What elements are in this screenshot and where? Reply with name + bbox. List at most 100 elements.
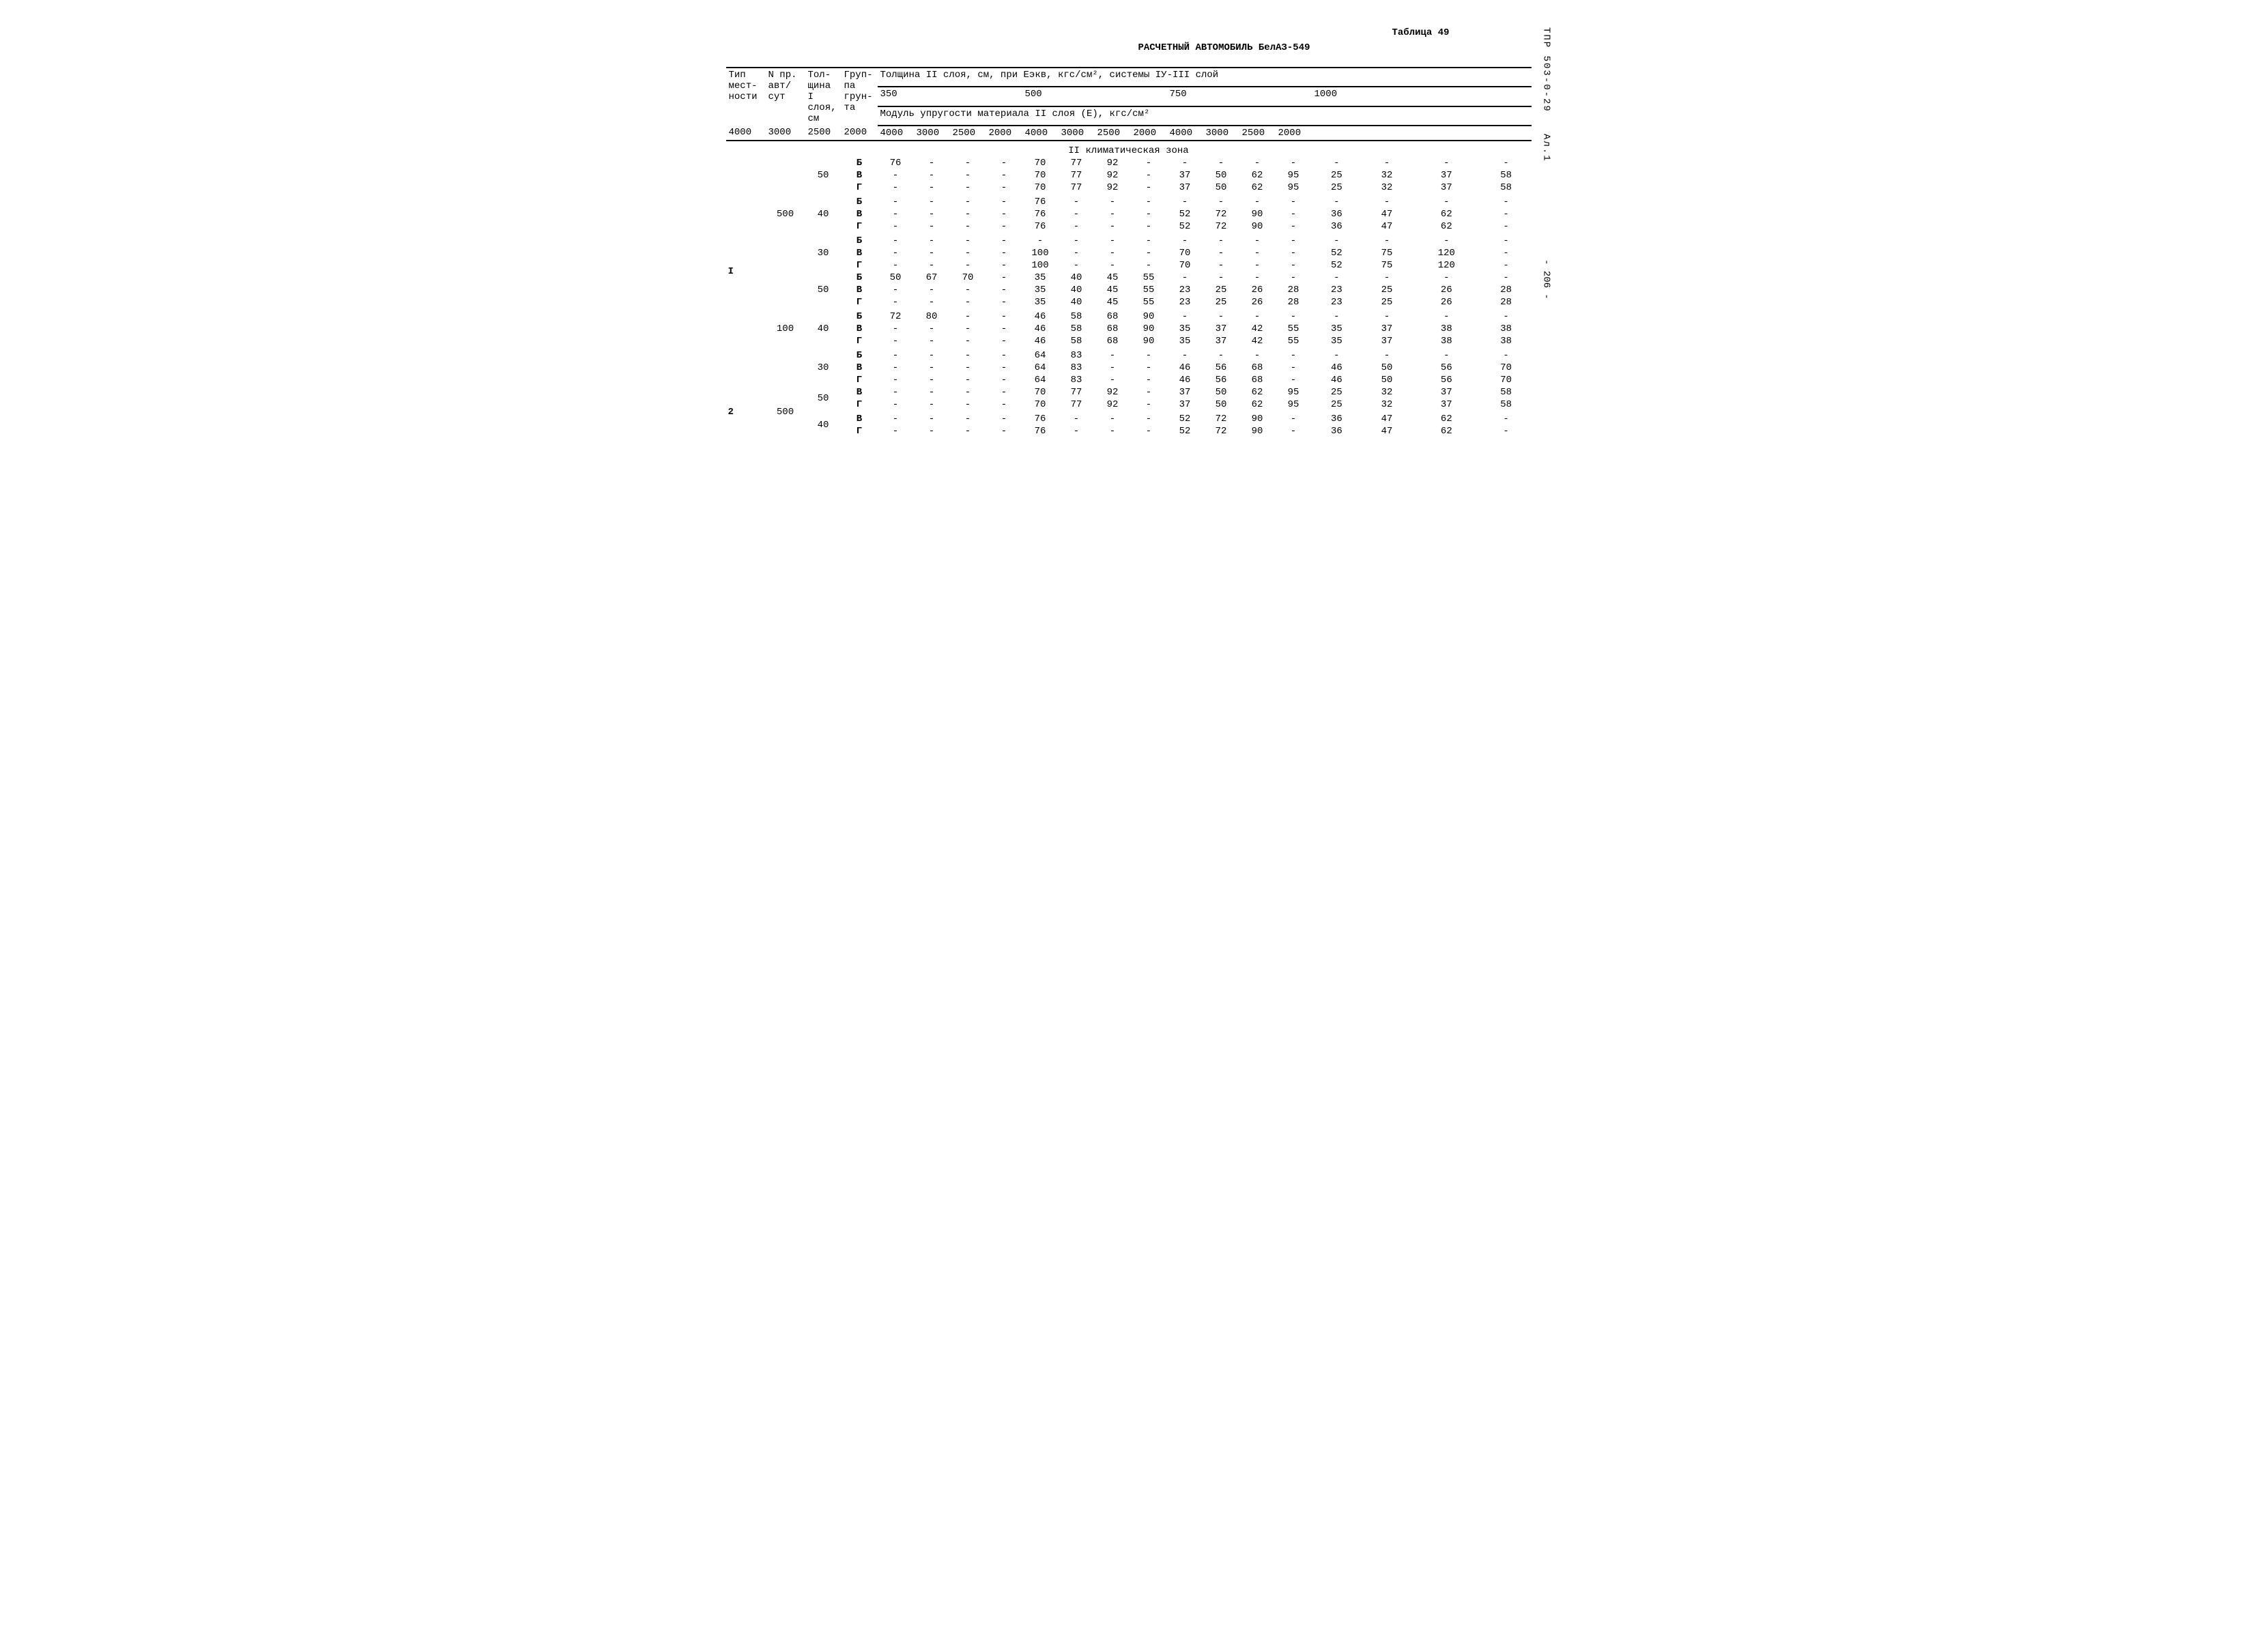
cell-value: 100	[1022, 247, 1059, 259]
cell-value: 55	[1276, 323, 1312, 335]
main-title: РАСЧЕТНЫЙ АВТОМОБИЛЬ БелАЗ-549	[917, 42, 1532, 53]
cell-value: 62	[1412, 411, 1481, 425]
cell-value: -	[1481, 272, 1532, 284]
table-row: Г----100---70---5275120-	[726, 259, 1532, 272]
cell-value: -	[950, 347, 986, 362]
cell-value: -	[1239, 308, 1276, 323]
cell-value: -	[950, 284, 986, 296]
cell-value: -	[1276, 220, 1312, 233]
hdr-main: Толщина II слоя, см, при Еэкв, кгс/см², …	[878, 68, 1532, 87]
cell-value: -	[1312, 233, 1362, 247]
table-row: Г----707792-3750629525323758	[726, 182, 1532, 194]
cell-value: 62	[1239, 182, 1276, 194]
cell-value: -	[1203, 157, 1239, 169]
cell-value: 45	[1095, 296, 1131, 308]
cell-value: -	[950, 425, 986, 437]
table-row: В----76---527290-364762-	[726, 208, 1532, 220]
cell-value: -	[914, 386, 950, 398]
cell-value: -	[1312, 272, 1362, 284]
cell-value: 55	[1131, 272, 1167, 284]
cell-value: 58	[1481, 398, 1532, 411]
cell-value: -	[1095, 425, 1131, 437]
cell-value: 76	[1022, 194, 1059, 208]
cell-value: -	[1276, 411, 1312, 425]
cell-value: 26	[1239, 296, 1276, 308]
cell-value: 76	[878, 157, 914, 169]
cell-value: -	[986, 284, 1022, 296]
hdr-eekv: 750	[1167, 87, 1312, 106]
cell-value: -	[1131, 220, 1167, 233]
cell-value: -	[878, 347, 914, 362]
cell-value: -	[1276, 425, 1312, 437]
cell-group: Г	[842, 259, 878, 272]
hdr-modulus-label: Модуль упругости материала II слоя (Е), …	[878, 106, 1532, 126]
cell-value: 26	[1412, 296, 1481, 308]
cell-value: -	[878, 182, 914, 194]
cell-value: -	[950, 194, 986, 208]
cell-value: 120	[1412, 247, 1481, 259]
cell-value: 90	[1131, 323, 1167, 335]
cell-value: -	[986, 169, 1022, 182]
cell-thickness: 50	[805, 386, 842, 411]
table-row: В----465868903537425535373838	[726, 323, 1532, 335]
cell-value: -	[1412, 194, 1481, 208]
cell-value: 46	[1312, 374, 1362, 386]
cell-value: 23	[1167, 296, 1203, 308]
cell-value: -	[1412, 272, 1481, 284]
cell-value: -	[1481, 259, 1532, 272]
hdr-tol: Тол- щина I слоя, см	[805, 68, 842, 126]
cell-value: -	[914, 323, 950, 335]
cell-value: -	[1059, 194, 1095, 208]
cell-group: В	[842, 169, 878, 182]
cell-value: -	[986, 347, 1022, 362]
cell-value: -	[1167, 233, 1203, 247]
cell-value: 26	[1412, 284, 1481, 296]
cell-value: -	[1059, 233, 1095, 247]
cell-value: -	[950, 386, 986, 398]
cell-value: -	[1312, 157, 1362, 169]
cell-value: -	[1412, 157, 1481, 169]
cell-value: 36	[1312, 425, 1362, 437]
cell-value: 92	[1095, 386, 1131, 398]
cell-value: 70	[1022, 157, 1059, 169]
cell-value: -	[1203, 233, 1239, 247]
cell-group: Г	[842, 335, 878, 347]
cell-value: 50	[878, 272, 914, 284]
cell-value: -	[1312, 308, 1362, 323]
cell-value: -	[1239, 259, 1276, 272]
hdr-modulus: 4000	[726, 126, 766, 141]
cell-value: 83	[1059, 362, 1095, 374]
cell-value: 46	[1022, 323, 1059, 335]
cell-value: -	[950, 157, 986, 169]
cell-value: -	[1362, 347, 1412, 362]
cell-value: -	[914, 208, 950, 220]
cell-value: 90	[1131, 335, 1167, 347]
cell-value: 40	[1059, 272, 1095, 284]
cell-value: 50	[1203, 169, 1239, 182]
cell-value: 64	[1022, 347, 1059, 362]
cell-value: -	[1131, 182, 1167, 194]
cell-value: 32	[1362, 169, 1412, 182]
cell-value: 70	[1481, 374, 1532, 386]
cell-value: -	[878, 220, 914, 233]
cell-value: 56	[1412, 362, 1481, 374]
cell-thickness: 50	[805, 157, 842, 194]
cell-value: -	[1167, 194, 1203, 208]
cell-value: 23	[1312, 284, 1362, 296]
cell-value: 37	[1412, 386, 1481, 398]
cell-value: -	[950, 182, 986, 194]
cell-value: -	[1095, 194, 1131, 208]
cell-value: 38	[1481, 323, 1532, 335]
cell-type: I	[726, 157, 766, 386]
cell-value: -	[1167, 272, 1203, 284]
cell-value: 46	[1167, 374, 1203, 386]
cell-value: 90	[1239, 208, 1276, 220]
table-row: Г----354045552325262823252628	[726, 296, 1532, 308]
hdr-modulus: 3000	[766, 126, 805, 141]
cell-value: -	[1412, 233, 1481, 247]
cell-value: 62	[1239, 169, 1276, 182]
data-table: Тип мест- ности N пр. авт/ сут Тол- щина…	[726, 67, 1532, 437]
cell-group: Б	[842, 194, 878, 208]
cell-value: -	[1481, 233, 1532, 247]
cell-value: 28	[1276, 284, 1312, 296]
